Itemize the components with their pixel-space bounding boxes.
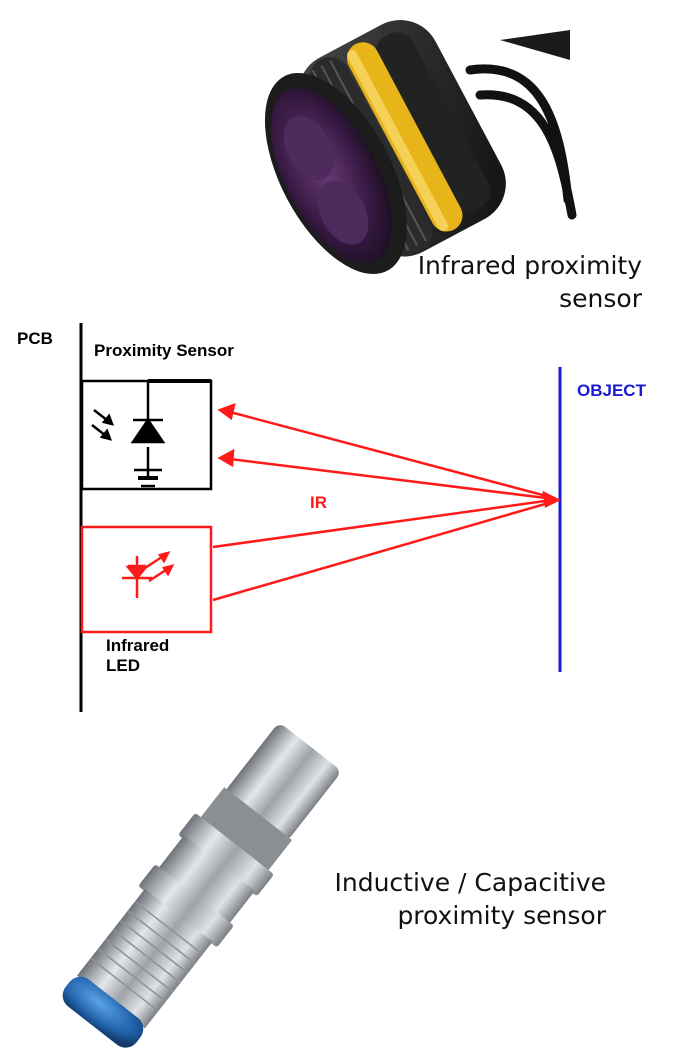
inductive-sensor-caption: Inductive / Capacitive proximity sensor bbox=[266, 866, 607, 932]
sensor-box bbox=[80, 379, 213, 491]
led-box bbox=[80, 525, 213, 634]
proximity-sensor-label: Proximity Sensor bbox=[94, 341, 234, 360]
infrared-caption-line-2: sensor bbox=[559, 284, 642, 313]
led-label-line-2: LED bbox=[106, 656, 140, 675]
led-label-line-1: Infrared bbox=[106, 636, 170, 655]
infrared-led-icon bbox=[122, 551, 175, 598]
infrared-led-label: Infrared LED bbox=[106, 636, 169, 676]
proximity-sensor-diagram bbox=[79, 323, 562, 712]
infrared-caption-line-1: Infrared proximity bbox=[417, 251, 642, 280]
object-label: OBJECT bbox=[577, 381, 646, 400]
photodiode-icon bbox=[91, 379, 211, 488]
pcb-label: PCB bbox=[17, 329, 53, 348]
ir-label: IR bbox=[310, 493, 327, 512]
inductive-sensor-photo bbox=[62, 725, 339, 1048]
inductive-caption-line-1: Inductive / Capacitive bbox=[334, 868, 607, 897]
inductive-caption-line-2: proximity sensor bbox=[397, 901, 606, 930]
infrared-sensor-caption: Infrared proximity sensor bbox=[322, 249, 642, 315]
ir-rays bbox=[212, 403, 561, 602]
